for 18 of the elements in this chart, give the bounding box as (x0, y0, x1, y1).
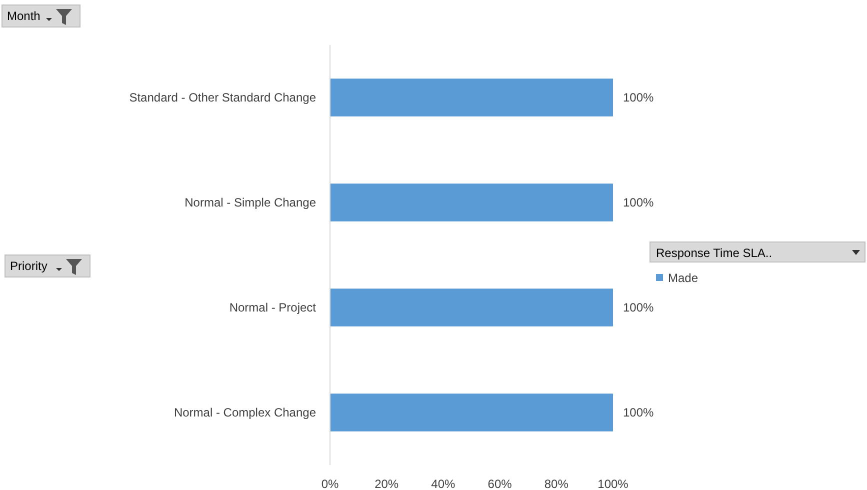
data-label: 100% (623, 90, 654, 104)
data-label: 100% (623, 406, 654, 420)
y-tick-label: Normal - Project (229, 300, 317, 314)
x-tick-label: 80% (544, 477, 569, 490)
text: Month (7, 9, 40, 23)
y-tick-label: Normal - Simple Change (184, 196, 316, 210)
x-tick-label: 40% (431, 477, 456, 490)
data-label: 100% (623, 196, 654, 210)
legend-label: Made (668, 271, 698, 285)
x-tick-label: 60% (488, 477, 512, 490)
data-label: 100% (623, 300, 654, 314)
text: Priority (10, 259, 48, 273)
legend-title: Response Time SLA.. (656, 246, 772, 260)
x-tick-label: 100% (598, 477, 629, 490)
y-tick-label: Standard - Other Standard Change (129, 90, 316, 104)
y-tick-label: Normal - Complex Change (174, 406, 316, 420)
x-tick-label: 20% (374, 477, 399, 490)
x-tick-label: 0% (321, 477, 339, 490)
